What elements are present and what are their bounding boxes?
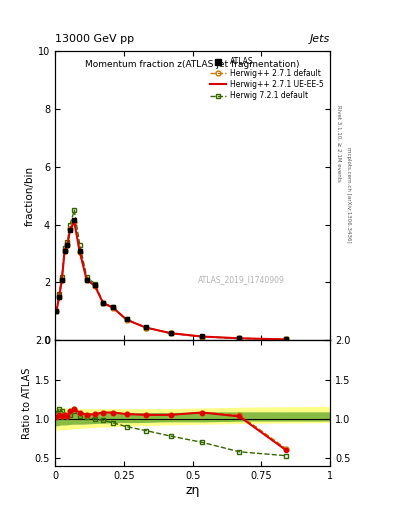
Y-axis label: fraction/bin: fraction/bin: [25, 166, 35, 226]
Text: 13000 GeV pp: 13000 GeV pp: [55, 34, 134, 44]
Text: Rivet 3.1.10, ≥ 2.1M events: Rivet 3.1.10, ≥ 2.1M events: [336, 105, 341, 182]
Text: Momentum fraction z(ATLAS jet fragmentation): Momentum fraction z(ATLAS jet fragmentat…: [85, 60, 300, 69]
Y-axis label: Ratio to ATLAS: Ratio to ATLAS: [22, 368, 32, 439]
Legend: ATLAS, Herwig++ 2.7.1 default, Herwig++ 2.7.1 UE-EE-5, Herwig 7.2.1 default: ATLAS, Herwig++ 2.7.1 default, Herwig++ …: [208, 55, 326, 102]
Text: mcplots.cern.ch [arXiv:1306.3436]: mcplots.cern.ch [arXiv:1306.3436]: [346, 147, 351, 242]
X-axis label: zη: zη: [185, 483, 200, 497]
Text: Jets: Jets: [310, 34, 330, 44]
Text: ATLAS_2019_I1740909: ATLAS_2019_I1740909: [198, 275, 285, 285]
